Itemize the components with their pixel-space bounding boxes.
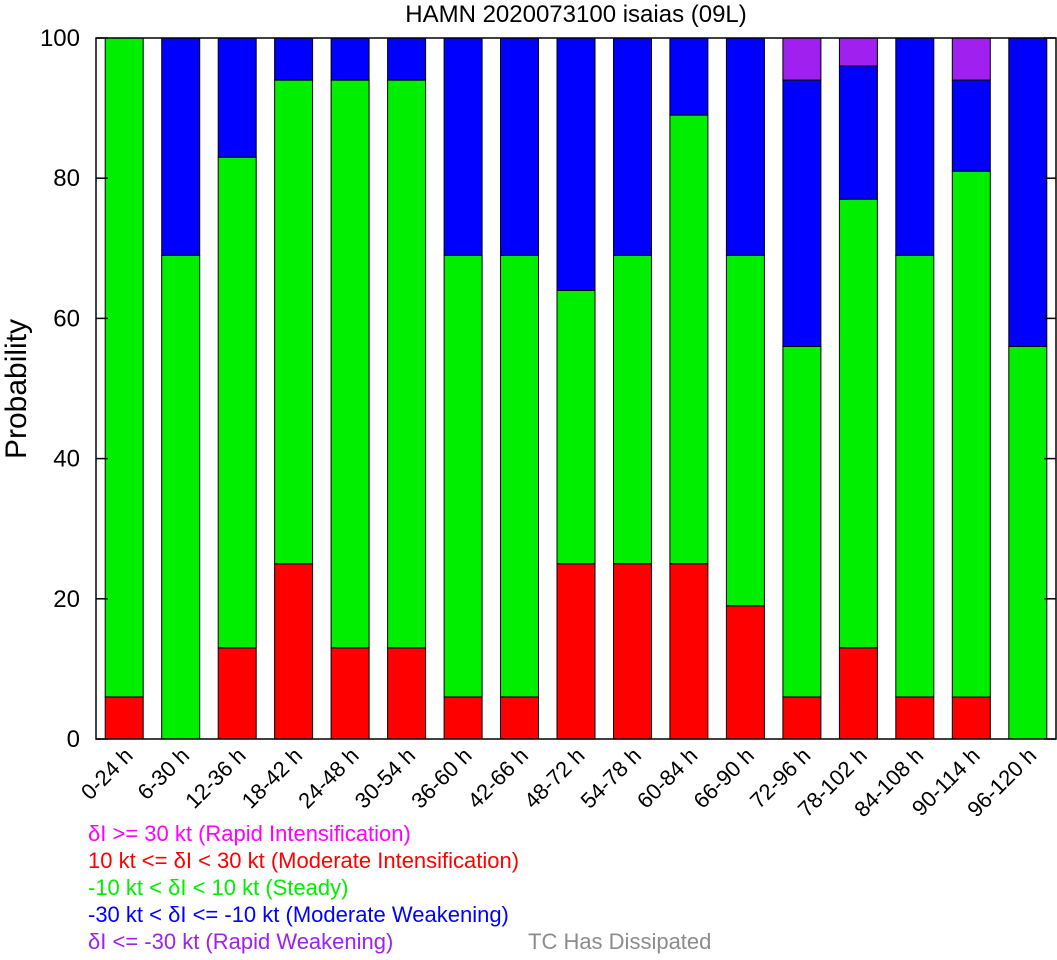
bar-segment-steady [556, 289, 596, 565]
bar-segment-mod_weak [330, 37, 370, 81]
bar-segment-steady [500, 254, 539, 698]
legend-item-moderate-weakening: -30 kt < δI <= -10 kt (Moderate Weakenin… [88, 902, 509, 927]
legend-item-steady: -10 kt < δI < 10 kt (Steady) [88, 875, 349, 900]
bar-segment-steady [443, 254, 483, 698]
y-tick-label: 0 [67, 726, 80, 753]
bar-segment-rapid_weak [951, 37, 991, 81]
bar-segment-mod_int [556, 563, 596, 740]
x-tick-label: 18-42 h [237, 743, 307, 813]
legend-item-rapid-intensification: δI >= 30 kt (Rapid Intensification) [88, 821, 411, 846]
bar-segment-mod_weak [725, 37, 765, 256]
bar-segment-mod_weak [161, 37, 201, 256]
bar-segment-mod_weak [500, 37, 539, 256]
bar-segment-mod_int [387, 647, 427, 740]
bar-segment-mod_int [782, 696, 822, 740]
bar-segment-steady [725, 254, 765, 607]
y-tick-label: 100 [40, 25, 80, 52]
y-tick-label: 60 [53, 305, 80, 332]
y-tick-label: 80 [53, 165, 80, 192]
bar-segment-mod_weak [387, 37, 427, 81]
bar-segment-mod_int [613, 563, 652, 740]
chart-title: HAMN 2020073100 isaias (09L) [405, 1, 747, 28]
bar-segment-rapid_weak [782, 37, 822, 81]
bar-segment-steady [274, 79, 314, 565]
legend-item-rapid-weakening: δI <= -30 kt (Rapid Weakening) [88, 929, 394, 954]
bar-segment-mod_weak [274, 37, 314, 81]
bar-segment-rapid_weak [838, 37, 878, 67]
bar-segment-mod_int [838, 647, 878, 740]
bar-segment-mod_weak [895, 37, 935, 256]
bar-segment-mod_int [274, 563, 314, 740]
bar-segment-steady [387, 79, 427, 649]
bar-segment-mod_weak [951, 79, 991, 172]
y-tick-label: 40 [53, 446, 80, 473]
y-axis-label: Probability [0, 319, 33, 459]
bar-segment-steady [104, 37, 144, 698]
bar-segment-steady [217, 156, 257, 649]
x-axis: 0-24 h6-30 h12-36 h18-42 h24-48 h30-54 h… [76, 743, 1041, 820]
bar-segment-steady [951, 170, 991, 698]
bar-segment-steady [613, 254, 652, 565]
probability-chart: HAMN 2020073100 isaias (09L) Probability… [0, 1, 1057, 820]
x-tick-label: 54-78 h [576, 743, 646, 813]
bar-segment-steady [669, 114, 709, 565]
y-tick-label: 20 [53, 586, 80, 613]
x-tick-label: 12-36 h [180, 743, 250, 813]
x-tick-label: 24-48 h [293, 743, 363, 813]
bar-segment-steady [782, 345, 822, 698]
bar-segment-mod_int [104, 696, 144, 740]
x-tick-label: 0-24 h [76, 743, 138, 805]
x-tick-label: 66-90 h [688, 743, 758, 813]
bar-segment-mod_int [500, 696, 539, 740]
bar-segment-steady [895, 254, 935, 698]
x-tick-label: 48-72 h [519, 743, 589, 813]
x-tick-label: 42-66 h [463, 743, 533, 813]
bar-segment-steady [1008, 345, 1048, 740]
legend: δI >= 30 kt (Rapid Intensification) 10 k… [88, 820, 711, 955]
bar-segment-mod_int [669, 563, 709, 740]
bar-segment-steady [330, 79, 370, 649]
bar-segment-mod_weak [782, 79, 822, 347]
bar-segment-mod_int [725, 605, 765, 740]
bar-segment-mod_int [217, 647, 257, 740]
bar-segment-mod_int [895, 696, 935, 740]
bar-segment-mod_weak [443, 37, 483, 256]
bar-segment-steady [161, 254, 201, 740]
x-tick-label: 60-84 h [632, 743, 702, 813]
legend-item-moderate-intensification: 10 kt <= δI < 30 kt (Moderate Intensific… [88, 848, 520, 873]
plot-frame [95, 37, 1057, 740]
bar-segment-mod_weak [838, 65, 878, 200]
bar-segment-mod_int [330, 647, 370, 740]
legend-item-dissipated: TC Has Dissipated [528, 929, 712, 954]
bars-layer [104, 37, 1048, 740]
bar-segment-steady [838, 198, 878, 649]
bar-segment-mod_weak [669, 37, 709, 116]
bar-segment-mod_weak [556, 37, 596, 291]
bar-segment-mod_weak [1008, 37, 1048, 347]
bar-segment-mod_weak [217, 37, 257, 158]
bar-segment-mod_weak [613, 37, 652, 256]
bar-segment-mod_int [951, 696, 991, 740]
x-tick-label: 30-54 h [350, 743, 420, 813]
bar-segment-mod_int [443, 696, 483, 740]
y-axis: 0 20 40 60 80 100 [40, 25, 1056, 753]
x-tick-label: 36-60 h [406, 743, 476, 813]
